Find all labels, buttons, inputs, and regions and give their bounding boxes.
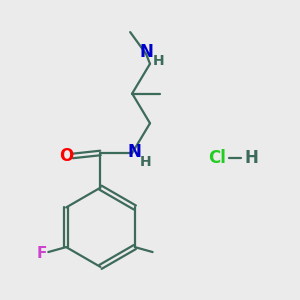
Text: H: H [153, 54, 165, 68]
Text: F: F [36, 245, 46, 260]
Text: H: H [244, 149, 258, 167]
Text: H: H [140, 155, 152, 169]
Text: O: O [59, 147, 73, 165]
Text: Cl: Cl [208, 149, 226, 167]
Text: N: N [139, 43, 153, 61]
Text: N: N [127, 143, 141, 161]
